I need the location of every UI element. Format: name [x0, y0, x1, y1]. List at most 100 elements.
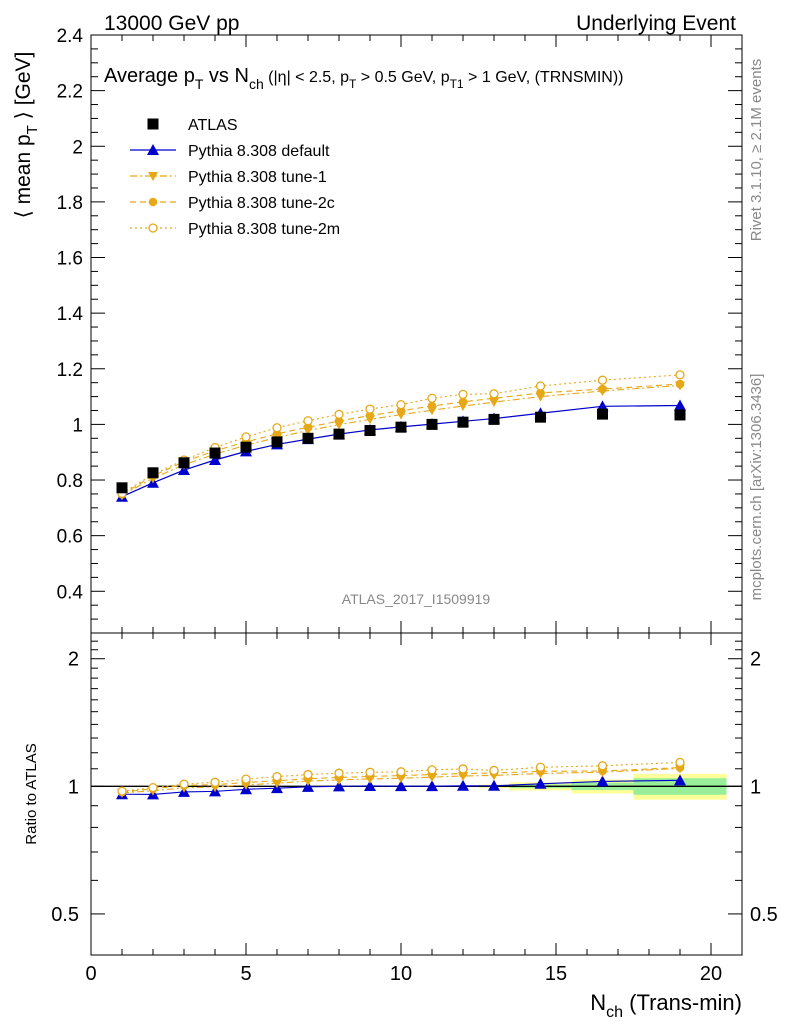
main-series-2 [117, 381, 685, 501]
main-data-point [596, 400, 609, 412]
main-series-line [121, 383, 681, 495]
ratio-data-point [488, 779, 500, 791]
ratio-series-line [121, 767, 681, 794]
ratio-plot-frame [90, 632, 743, 956]
ratio-data-point [302, 780, 314, 792]
x-axis-label: Nch (Trans-min) [590, 990, 742, 1021]
ratio-data-point [272, 771, 282, 782]
legend-marker [147, 144, 159, 155]
ratio-data-point [396, 767, 406, 777]
main-series-group [116, 370, 686, 502]
analysis-watermark: ATLAS_2017_I1509919 [342, 591, 491, 607]
main-data-point [489, 389, 499, 399]
ratio-data-point [489, 765, 499, 776]
main-series-3 [117, 379, 685, 499]
main-plot-panel: 0.4 0.6 0.8 1 1.2 1.4 1.6 1.8 2 2.2 2.4 Average pT… [12, 26, 743, 634]
ratio-series-3 [117, 757, 685, 796]
main-data-point [536, 388, 545, 398]
main-data-point [365, 404, 375, 414]
x-tick-label: 10 [390, 963, 412, 985]
main-data-point [303, 416, 313, 426]
mcplots-label: mcplots.cern.ch [arXiv:1306.3436] [748, 374, 765, 601]
main-data-point [302, 432, 314, 444]
main-data-point [240, 441, 252, 453]
main-data-point [396, 399, 406, 410]
legend-marker [148, 197, 158, 207]
ratio-y-tick-label-right: 2 [750, 649, 761, 671]
main-data-point [675, 370, 685, 380]
legend-marker [147, 118, 159, 130]
main-y-tick-label: 0.4 [57, 582, 84, 603]
legend-entry: Pythia 8.308 tune-1 [130, 169, 327, 186]
ratio-data-point [427, 765, 437, 775]
main-y-tick-label: 1.4 [57, 304, 84, 325]
legend-entry: Pythia 8.308 default [130, 143, 330, 160]
ratio-y-axis-label: Ratio to ATLAS [23, 743, 40, 844]
ratio-data-point [535, 762, 546, 772]
ratio-y-tick-label-right: 0.5 [750, 904, 778, 926]
x-tick-label: 20 [700, 963, 722, 985]
main-data-point [598, 384, 607, 394]
legend-entry: Pythia 8.308 tune-2c [130, 195, 335, 212]
main-data-point [272, 423, 282, 433]
ratio-data-point [210, 777, 220, 787]
legend-label: Pythia 8.308 tune-2m [188, 221, 340, 238]
ratio-series-line [121, 779, 681, 795]
main-data-point [458, 389, 468, 400]
main-y-tick-label: 2.2 [57, 82, 83, 103]
main-y-tick-label: 1.8 [57, 193, 83, 214]
ratio-data-point [148, 782, 158, 793]
main-data-point [271, 436, 283, 448]
main-data-point [597, 408, 608, 420]
ratio-data-point [457, 779, 469, 791]
main-axis-ticks: 0.4 0.6 0.8 1 1.2 1.4 1.6 1.8 2 2.2 2.4 [57, 26, 743, 634]
ratio-data-point [303, 769, 313, 780]
ratio-data-point [179, 779, 189, 789]
legend-label: ATLAS [188, 117, 238, 134]
ratio-data-point [334, 768, 344, 778]
main-data-point [427, 401, 437, 411]
main-y-tick-label: 1 [72, 415, 83, 436]
ratio-data-point [333, 780, 345, 792]
legend-label: Pythia 8.308 default [188, 143, 330, 160]
legend-marker [148, 172, 158, 181]
legend: ATLAS Pythia 8.308 default Pythia 8.308 tu… [130, 117, 340, 238]
main-data-point [147, 467, 159, 479]
ratio-data-point [596, 775, 609, 787]
ratio-y-tick-label: 0.5 [51, 904, 79, 926]
main-data-point [178, 457, 190, 469]
main-y-tick-label: 0.8 [57, 471, 83, 492]
main-data-point [675, 379, 685, 389]
ratio-y-tick-label-right: 1 [750, 776, 761, 798]
main-data-point [334, 409, 344, 420]
ratio-axis-ticks: 0 5 10 15 20 0.5 0.5 1 1 2 2 [51, 633, 778, 985]
ratio-data-point [117, 786, 127, 796]
ratio-plot-panel: 0 5 10 15 20 0.5 0.5 1 1 2 2 Ratio to ATLAS Nch (T… [23, 632, 778, 1021]
main-data-point [209, 453, 221, 465]
ratio-series-line [121, 761, 681, 792]
main-data-point [535, 381, 546, 391]
header-right: Underlying Event [576, 12, 736, 35]
ratio-data-point [675, 757, 685, 768]
ratio-data-point [534, 777, 547, 789]
ratio-data-point [426, 780, 438, 792]
rivet-label: Rivet 3.1.10, ≥ 2.1M events [748, 59, 765, 242]
legend-label: Pythia 8.308 tune-1 [188, 169, 327, 186]
main-data-point [303, 422, 313, 432]
main-data-point [674, 399, 686, 411]
main-series-line [121, 384, 681, 496]
main-data-point [333, 428, 345, 440]
main-series-0 [116, 408, 686, 494]
ratio-data-point [458, 764, 468, 774]
ratio-data-point [365, 767, 375, 777]
main-data-point [395, 421, 407, 433]
ratio-y-tick-label: 2 [68, 649, 79, 671]
main-data-point [597, 375, 608, 385]
legend-entry: ATLAS [147, 117, 238, 134]
main-data-point [209, 447, 221, 459]
ratio-data-point [241, 774, 251, 784]
ratio-data-point [364, 779, 376, 791]
main-data-point [426, 418, 438, 430]
main-data-point [458, 397, 468, 407]
